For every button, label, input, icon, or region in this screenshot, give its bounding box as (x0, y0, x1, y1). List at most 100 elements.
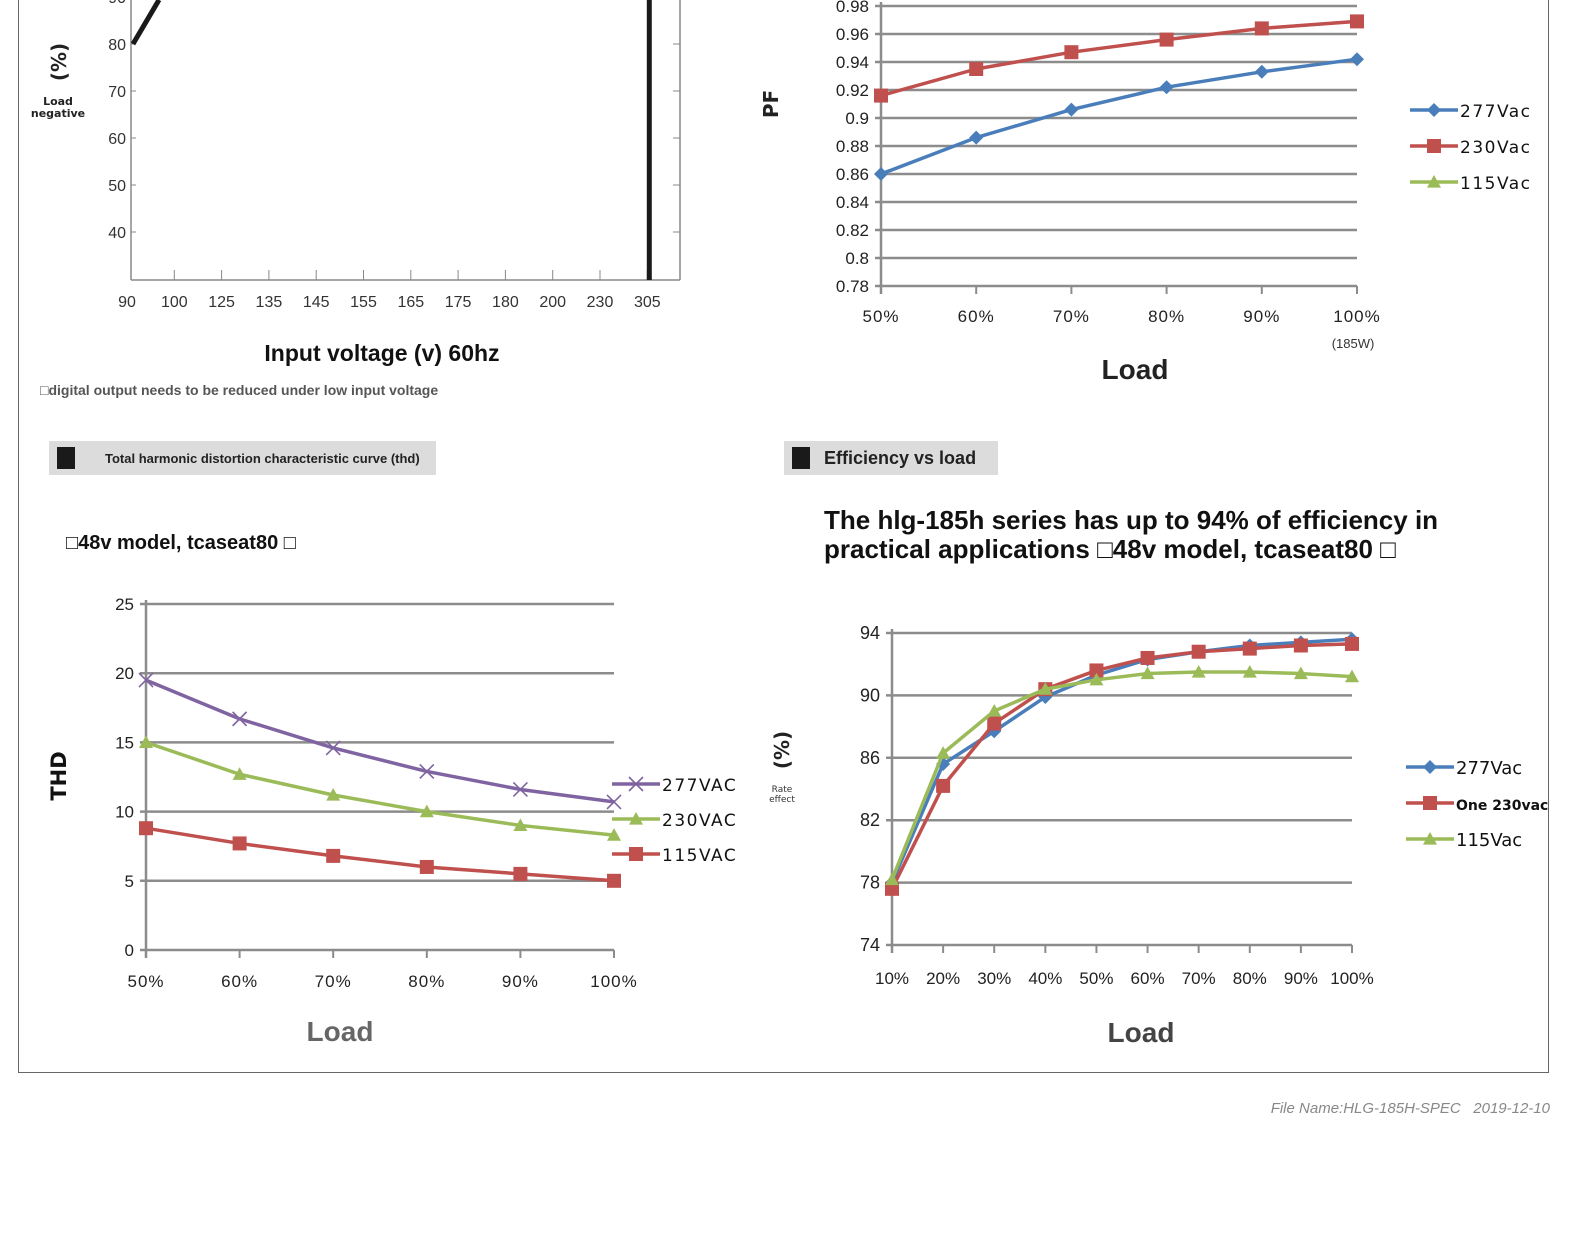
y-tick-label: 90 (108, 0, 126, 7)
y-tick-label: 0.92 (836, 81, 869, 100)
section-marker-icon (57, 447, 75, 469)
x-axis-label: Load (1108, 1017, 1175, 1048)
data-point-115vac (1242, 665, 1257, 678)
legend-label: 230Vac (1460, 138, 1532, 158)
y-tick-label: 60 (108, 131, 126, 148)
data-point-115vac (885, 872, 899, 886)
x-axis-label: Load (1102, 354, 1169, 385)
x-note: (185W) (1332, 336, 1375, 351)
x-tick-label: 50% (127, 972, 164, 991)
data-point-115vac (936, 746, 951, 759)
data-point-230vac (326, 787, 341, 801)
legend-label: 277Vac (1460, 102, 1532, 122)
y-axis-label: (%) (47, 43, 71, 81)
series-line-277vac (880, 57, 1358, 176)
thd-chart: 25 20 15 10 5 0 50% 60% 70% 80% 90% 100% 277VAC 230VA… (47, 595, 737, 1047)
x-tick-label: 50% (1079, 969, 1113, 988)
data-point-277vac (874, 167, 888, 181)
thd-section-header: Total harmonic distortion characteristic… (49, 441, 436, 475)
footer: File Name:HLG-185H-SPEC 2019-12-10 (1271, 1100, 1550, 1117)
x-tick-label: 70% (1182, 969, 1216, 988)
legend-swatch-marker (629, 847, 643, 861)
data-point-277vac (1159, 80, 1174, 95)
data-point-115vac (232, 836, 247, 851)
data-point-230vac (1350, 14, 1364, 29)
x-tick-label: 165 (397, 294, 424, 311)
file-date: 2019-12-10 (1473, 1100, 1550, 1117)
series-line-115vac (890, 670, 1353, 881)
data-point-one-230vac (1293, 638, 1308, 653)
spec-sheet-frame (18, 0, 1549, 1073)
series-line-one-230vac (890, 642, 1353, 890)
y-tick-label: 0.94 (836, 53, 869, 72)
data-point-277vac (969, 130, 984, 145)
x-tick-label: 125 (208, 294, 235, 311)
x-tick-label: 145 (303, 294, 330, 311)
x-tick-label: 100% (1333, 307, 1380, 326)
thd-section-title: Total harmonic distortion characteristic… (105, 450, 420, 466)
efficiency-subtitle: The hlg-185h series has up to 94% of eff… (824, 506, 1438, 564)
series-line-277vac (890, 637, 1353, 884)
data-point-277vac (232, 711, 248, 727)
data-point-one-230vac (1242, 641, 1257, 656)
y-tick-label: 0.9 (845, 109, 869, 128)
x-tick-label: 230 (587, 294, 614, 311)
data-point-230vac (139, 735, 153, 748)
section-marker-icon (792, 447, 810, 469)
legend-label: One 230vac (1456, 798, 1548, 814)
data-point-230vac (232, 767, 247, 780)
derating-chart: 90 80 70 60 50 40 90 100 125 135 145 155 165 175 180 20… (31, 0, 681, 366)
data-point-230vac (419, 804, 434, 818)
x-tick-label: 90% (1243, 307, 1280, 326)
data-point-230vac (874, 88, 888, 103)
data-point-277vac (1254, 64, 1269, 79)
x-tick-label: 60% (1131, 969, 1165, 988)
legend-swatch-marker (1423, 832, 1437, 845)
y-tick-label: 0.86 (836, 165, 869, 184)
efficiency-subtitle-line1: The hlg-185h series has up to 94% of eff… (824, 505, 1439, 535)
x-tick-label: 90% (502, 972, 539, 991)
data-point-115vac (513, 866, 528, 881)
y-tick-label: 90 (860, 685, 880, 705)
data-point-230vac (607, 828, 621, 841)
data-point-230vac (513, 818, 528, 832)
x-tick-label: 60% (221, 972, 258, 991)
x-axis-label: Load (307, 1016, 374, 1047)
x-tick-label: 155 (350, 294, 377, 311)
efficiency-chart: 94 90 86 82 78 74 10% 20% 30% 40% 50% 60% 70% 80% 90% 1… (769, 623, 1548, 1048)
data-point-115vac (1140, 666, 1155, 680)
y-tick-label: 15 (115, 733, 134, 752)
y-axis-label: THD (47, 751, 71, 800)
legend-label: 230VAC (662, 811, 737, 831)
data-point-one-230vac (936, 778, 951, 793)
data-point-115vac (1191, 665, 1206, 678)
legend-swatch-marker (1427, 139, 1441, 153)
legend-label: 277Vac (1456, 758, 1522, 779)
data-point-230vac (1159, 32, 1174, 47)
data-point-115vac (1293, 666, 1308, 680)
data-point-277vac (1064, 102, 1079, 117)
x-tick-label: 100% (1330, 969, 1373, 988)
y-tick-label: 78 (860, 873, 880, 893)
y-tick-label: 10 (115, 803, 134, 822)
data-point-115vac (139, 821, 153, 836)
y-tick-label: 86 (860, 748, 880, 768)
y-axis-sublabel-line1: Rate (772, 785, 793, 795)
data-point-115vac (326, 848, 341, 863)
file-name: File Name:HLG-185H-SPEC (1270, 1100, 1461, 1117)
y-tick-label: 0.98 (836, 0, 869, 16)
y-tick-label: 40 (108, 225, 126, 242)
y-tick-label: 70 (108, 84, 126, 101)
derating-note: □digital output needs to be reduced unde… (40, 382, 439, 398)
data-point-115vac (419, 859, 434, 874)
data-point-one-230vac (987, 716, 1002, 731)
derating-curve-line (130, 0, 162, 46)
x-tick-label: 60% (958, 307, 995, 326)
data-point-115vac (1345, 669, 1359, 683)
data-point-one-230vac (1191, 644, 1206, 659)
y-tick-label: 80 (108, 37, 126, 54)
y-tick-label: 74 (860, 935, 880, 955)
series-line-230vac (880, 19, 1358, 98)
y-axis-sublabel-line2: negative (31, 107, 85, 120)
series-line-230vac (145, 740, 615, 837)
